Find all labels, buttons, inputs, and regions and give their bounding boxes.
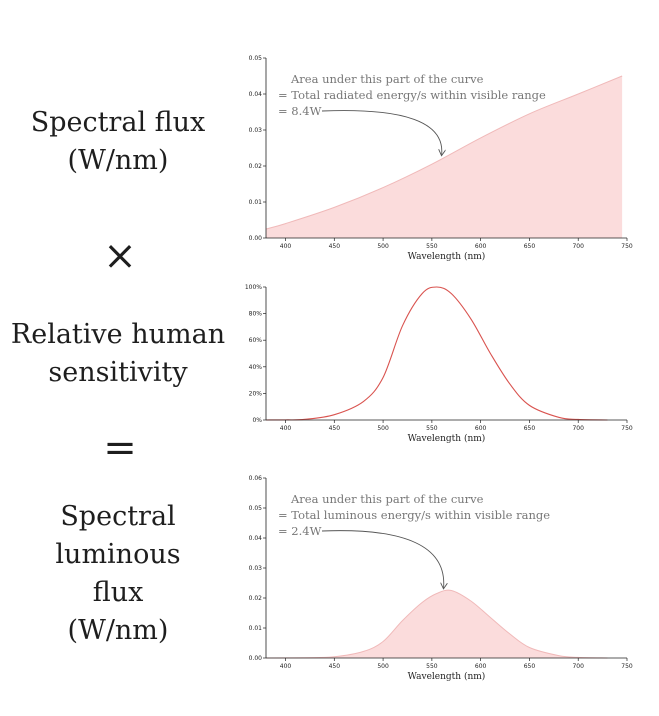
- y-tick-label: 20%: [249, 390, 263, 397]
- x-tick-label: 650: [524, 243, 536, 250]
- annotation-line: = Total luminous energy/s within visible…: [278, 508, 550, 522]
- annotation-line: Area under this part of the curve: [290, 72, 484, 86]
- label-line: luminous: [55, 539, 181, 570]
- y-tick-label: 0.02: [249, 595, 263, 602]
- x-tick-label: 500: [377, 663, 389, 670]
- x-tick-label: 400: [280, 425, 292, 432]
- x-tick-label: 550: [426, 243, 438, 250]
- label-line: Spectral flux: [30, 107, 206, 138]
- x-tick-label: 750: [621, 425, 633, 432]
- area-fill: [266, 76, 623, 238]
- x-tick-label: 600: [475, 663, 487, 670]
- x-tick-label: 650: [524, 425, 536, 432]
- spectral-flux-label: Spectral flux (W/nm): [20, 104, 216, 180]
- x-tick-label: 700: [572, 425, 584, 432]
- x-tick-label: 550: [426, 663, 438, 670]
- x-tick-label: 450: [329, 243, 341, 250]
- annotation-line: = 2.4W: [278, 524, 322, 538]
- x-axis-label: Wavelength (nm): [408, 671, 486, 682]
- multiply-sign: ×: [103, 233, 137, 279]
- x-tick-label: 450: [329, 663, 341, 670]
- label-line: (W/nm): [67, 145, 169, 176]
- label-line: Spectral: [60, 501, 176, 532]
- y-tick-label: 0.04: [249, 91, 263, 98]
- x-axis-label: Wavelength (nm): [408, 433, 486, 444]
- x-tick-label: 600: [475, 243, 487, 250]
- x-tick-label: 400: [280, 663, 292, 670]
- chart-1: 0.00 0.01 0.02 0.03 0.04 0.05 400 450 500 550 600 6…: [249, 55, 633, 262]
- chart-3: 0.00 0.01 0.02 0.03 0.04 0.05 0.06 400 450 500 550…: [249, 475, 633, 682]
- y-tick-label: 100%: [245, 284, 262, 291]
- y-tick-label: 80%: [249, 311, 263, 318]
- series-line: [265, 286, 608, 421]
- chart-2: 0% 20% 40% 60% 80% 100% 400 450 500 550 600 650 700 7…: [245, 284, 633, 444]
- annotation-line: = Total radiated energy/s within visible…: [278, 88, 546, 102]
- y-tick-label: 0.04: [249, 535, 263, 542]
- x-axis-label: Wavelength (nm): [408, 251, 486, 262]
- x-tick-label: 750: [621, 243, 633, 250]
- series-line: [265, 75, 623, 230]
- label-line: flux: [92, 577, 144, 608]
- annotation-arrow: [321, 110, 442, 155]
- y-tick-label: 0.06: [249, 475, 263, 482]
- y-tick-label: 0.00: [249, 655, 263, 662]
- x-tick-label: 600: [475, 425, 487, 432]
- label-line: sensitivity: [48, 357, 188, 388]
- annotation-arrow: [321, 530, 444, 588]
- annotation-line: Area under this part of the curve: [290, 492, 484, 506]
- x-tick-label: 750: [621, 663, 633, 670]
- y-tick-label: 0.01: [249, 625, 263, 632]
- x-tick-label: 650: [524, 663, 536, 670]
- label-line: (W/nm): [67, 615, 169, 646]
- series-line: [265, 589, 608, 659]
- y-tick-label: 40%: [249, 364, 263, 371]
- y-tick-label: 0.05: [249, 55, 263, 62]
- x-tick-label: 500: [377, 243, 389, 250]
- y-tick-label: 0.02: [249, 163, 263, 170]
- y-tick-label: 0.03: [249, 127, 263, 134]
- y-tick-label: 0.00: [249, 235, 263, 242]
- equals-sign: =: [103, 425, 137, 471]
- y-tick-label: 0.01: [249, 199, 263, 206]
- x-tick-label: 700: [572, 663, 584, 670]
- y-tick-label: 0%: [252, 417, 262, 424]
- y-tick-label: 0.03: [249, 565, 263, 572]
- x-tick-label: 450: [329, 425, 341, 432]
- label-line: Relative human: [10, 319, 226, 350]
- y-tick-label: 60%: [249, 337, 263, 344]
- x-tick-label: 500: [377, 425, 389, 432]
- spectral-luminous-flux-label: Spectral luminous flux (W/nm): [20, 498, 216, 650]
- y-tick-label: 0.05: [249, 505, 263, 512]
- x-tick-label: 550: [426, 425, 438, 432]
- area-fill: [266, 590, 608, 658]
- x-tick-label: 400: [280, 243, 292, 250]
- annotation-line: = 8.4W: [278, 104, 322, 118]
- x-tick-label: 700: [572, 243, 584, 250]
- relative-sensitivity-label: Relative human sensitivity: [0, 316, 236, 392]
